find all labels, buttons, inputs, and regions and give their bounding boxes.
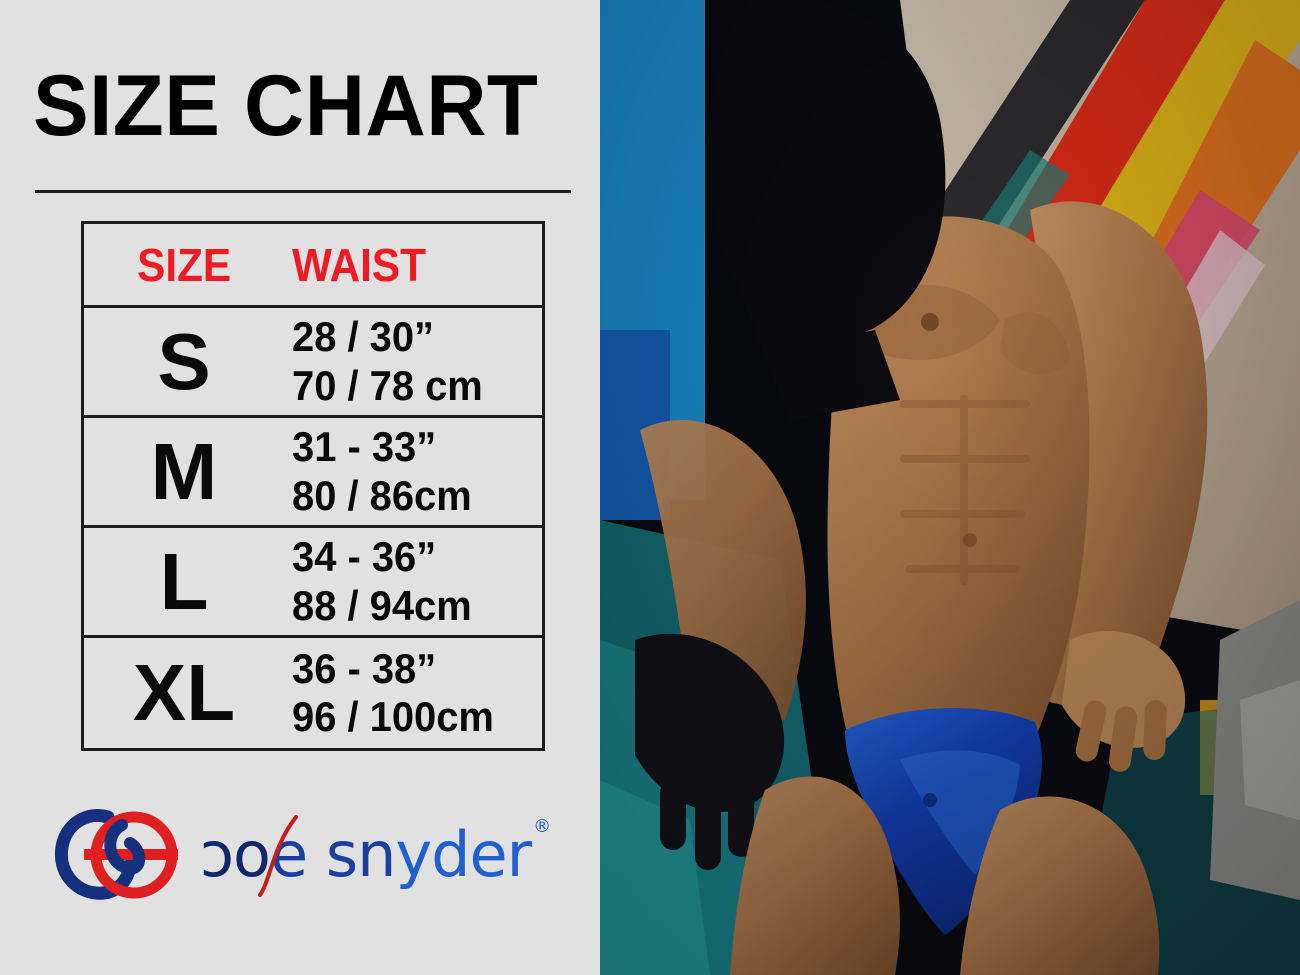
table-header-size-cell: SIZE — [84, 224, 284, 305]
waist-cm-value: 96 / 100cm — [292, 693, 494, 740]
wordmark-part-two: e sn — [270, 818, 396, 891]
page-title: SIZE CHART — [33, 58, 539, 154]
registered-trademark-icon: ® — [533, 816, 551, 838]
table-header-waist-cell: WAIST — [284, 224, 542, 305]
wordmark-part-one: ɔo — [200, 818, 271, 891]
size-label: S — [157, 316, 211, 406]
table-row: XL 36 - 38” 96 / 100cm — [84, 638, 542, 748]
size-chart-panel: SIZE CHART SIZE WAIST S 28 / 30” 70 / — [0, 0, 600, 975]
table-header-waist-label: WAIST — [292, 238, 427, 291]
brand-logo: ɔoe snyder ® — [48, 800, 568, 910]
waist-cell: 36 - 38” 96 / 100cm — [284, 638, 542, 748]
waist-inches-value: 31 - 33” — [292, 423, 437, 471]
waist-cm-value: 80 / 86cm — [292, 471, 472, 519]
table-row: L 34 - 36” 88 / 94cm — [84, 528, 542, 638]
joe-snyder-globe-mark-icon — [48, 803, 194, 907]
size-cell: XL — [84, 638, 284, 748]
wordmark-text-group: ɔoe snyder ® — [200, 818, 551, 886]
title-divider — [35, 190, 571, 193]
table-header-row: SIZE WAIST — [84, 224, 542, 308]
size-label: L — [159, 536, 209, 626]
table-row: M 31 - 33” 80 / 86cm — [84, 418, 542, 528]
waist-inches-value: 34 - 36” — [292, 533, 437, 581]
size-label: XL — [132, 648, 236, 738]
waist-cell: 31 - 33” 80 / 86cm — [284, 418, 542, 525]
waist-inches-value: 36 - 38” — [292, 644, 437, 692]
waist-cell: 34 - 36” 88 / 94cm — [284, 528, 542, 635]
size-table: SIZE WAIST S 28 / 30” 70 / 78 cm M — [81, 221, 545, 751]
size-cell: S — [84, 308, 284, 415]
table-row: S 28 / 30” 70 / 78 cm — [84, 308, 542, 418]
size-label: M — [150, 426, 218, 516]
table-header-size-label: SIZE — [136, 238, 232, 291]
waist-cell: 28 / 30” 70 / 78 cm — [284, 308, 542, 415]
wordmark-part-three: yder — [395, 818, 532, 891]
joe-snyder-wordmark: ɔoe snyder ® — [200, 803, 551, 907]
model-photo — [600, 0, 1300, 975]
waist-cm-value: 70 / 78 cm — [292, 361, 483, 409]
size-cell: M — [84, 418, 284, 525]
waist-cm-value: 88 / 94cm — [292, 581, 472, 629]
size-cell: L — [84, 528, 284, 635]
waist-inches-value: 28 / 30” — [292, 313, 434, 361]
